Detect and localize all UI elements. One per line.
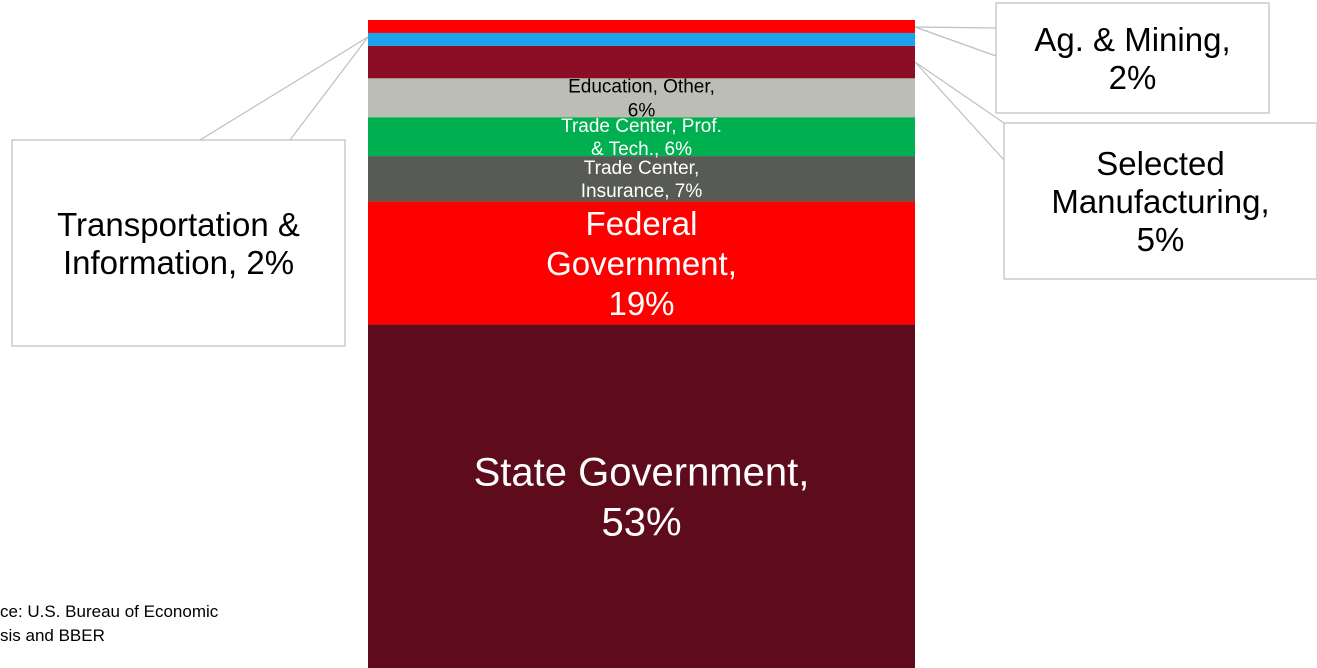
callout-box-ag-mining [995, 2, 1270, 114]
callout-label-selected-manufacturing-line-0: Selected [1096, 145, 1224, 182]
callout-leader-ag-mining-1 [914, 26, 997, 57]
bar-segment-ag-mining [368, 20, 915, 33]
bar-segment-federal-government [368, 201, 915, 325]
callout-leader-lines [199, 26, 1005, 161]
callout-leader-selected-manufacturing-0 [914, 61, 1005, 124]
segment-labels: State Government, 53% FederalGovernment,19… [474, 77, 810, 545]
segment-label-state-government-line-0: State Government, [474, 451, 810, 495]
segment-label-federal-government-line-0: Federal [586, 205, 698, 242]
callout-label-ag-mining-line-1: 2% [1109, 59, 1157, 96]
bar-segment-trade-center-prof-tech [368, 117, 915, 157]
callout-box-transportation-information [11, 139, 346, 347]
segment-label-education-other-line-1: 6% [628, 101, 656, 122]
segment-label-trade-center-prof-tech-line-0: Trade Center, Prof. [561, 116, 722, 137]
source-line-2: sis and BBER [0, 626, 105, 645]
segment-label-federal-government-line-1: Government, [546, 245, 737, 282]
callout-leader-transportation-information-0 [199, 36, 369, 141]
segment-label-state-government-line-1: 53% [601, 501, 681, 545]
bar-segment-trade-center-insurance [368, 156, 915, 202]
callout-label-selected-manufacturing-line-2: 5% [1137, 221, 1185, 258]
source-note: ce: U.S. Bureau of Economic sis and BBER [0, 602, 219, 645]
bar-segment-education-other [368, 78, 915, 118]
callout-label-transportation-information-line-0: Transportation & [57, 206, 300, 243]
callout-leader-ag-mining-0 [914, 26, 997, 29]
segment-label-trade-center-prof-tech-line-1: & Tech., 6% [591, 139, 692, 160]
callout-leader-transportation-information-1 [289, 36, 369, 141]
callout-label-ag-mining-line-0: Ag. & Mining, [1034, 21, 1230, 58]
bar-segments [368, 20, 915, 668]
segment-label-federal-government-line-2: 19% [608, 285, 674, 322]
bar-segment-selected-manufacturing [368, 45, 915, 79]
callout-leader-selected-manufacturing-1 [914, 61, 1005, 161]
segment-label-trade-center-insurance-line-0: Trade Center, [584, 158, 699, 179]
segment-label-education-other-line-0: Education, Other, [568, 77, 715, 98]
segment-label-trade-center-insurance-line-1: Insurance, 7% [581, 181, 703, 202]
bar-segment-transportation-information [368, 32, 915, 46]
callout-label-selected-manufacturing-line-1: Manufacturing, [1051, 183, 1269, 220]
callout-label-transportation-information-line-1: Information, 2% [63, 244, 294, 281]
callout-box-selected-manufacturing [1003, 122, 1317, 280]
bar-segment-state-government [368, 324, 915, 668]
source-line-1: ce: U.S. Bureau of Economic [0, 602, 219, 621]
